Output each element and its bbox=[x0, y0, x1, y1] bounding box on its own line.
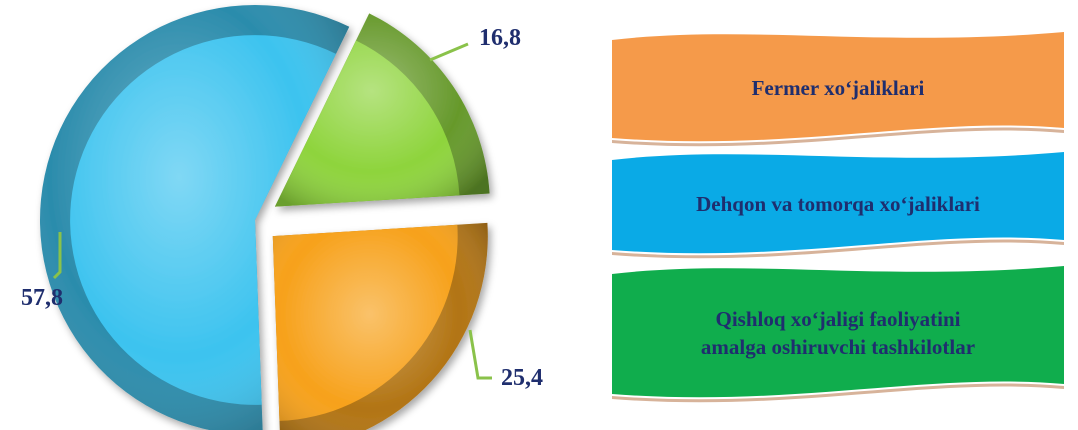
legend-label: amalga oshiruvchi tashkilotlar bbox=[701, 335, 975, 359]
leader-line bbox=[468, 329, 492, 380]
leader-line bbox=[52, 232, 62, 280]
legend-label: Fermer xo‘jaliklari bbox=[752, 76, 925, 100]
leader-line bbox=[429, 42, 469, 62]
pie-slice-group bbox=[40, 4, 350, 430]
legend-ribbon bbox=[612, 266, 1064, 398]
legend-item: Dehqon va tomorqa xo‘jaliklari bbox=[612, 152, 1064, 259]
pie-slice-group bbox=[272, 222, 488, 430]
pie-slice-shine bbox=[272, 222, 488, 430]
pie-slice-shine bbox=[40, 4, 350, 430]
legend-ribbon bbox=[612, 32, 1064, 142]
data-label: 25,4 bbox=[501, 365, 543, 391]
legend-label: Dehqon va tomorqa xo‘jaliklari bbox=[696, 192, 980, 216]
data-label: 57,8 bbox=[21, 285, 63, 311]
legend-ribbon bbox=[612, 152, 1064, 254]
pie-slice-shine bbox=[274, 13, 490, 207]
legend-item: Fermer xo‘jaliklari bbox=[612, 32, 1064, 147]
legend-label: Qishloq xo‘jaligi faoliyatini bbox=[715, 307, 960, 331]
legend-item: Qishloq xo‘jaligi faoliyatini amalga oshi… bbox=[612, 266, 1064, 403]
pie-slice-group bbox=[274, 13, 490, 207]
data-label: 16,8 bbox=[479, 25, 521, 51]
